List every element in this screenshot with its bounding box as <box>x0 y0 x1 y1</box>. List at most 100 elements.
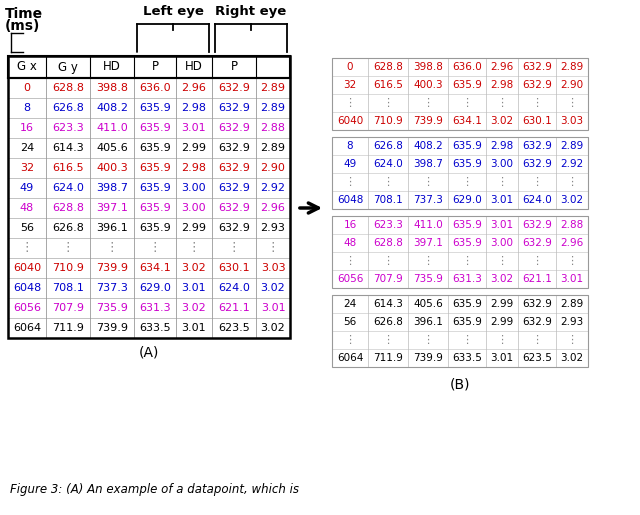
Text: 2.99: 2.99 <box>490 299 514 309</box>
Text: 411.0: 411.0 <box>413 220 443 230</box>
Text: ⋮: ⋮ <box>531 335 543 345</box>
Text: ⋮: ⋮ <box>497 256 508 266</box>
Text: 398.8: 398.8 <box>96 83 128 93</box>
Text: 735.9: 735.9 <box>96 303 128 313</box>
Text: 635.9: 635.9 <box>139 223 171 233</box>
Bar <box>332 173 588 191</box>
Text: 3.02: 3.02 <box>182 303 206 313</box>
Text: 629.0: 629.0 <box>139 283 171 293</box>
Bar <box>8 56 290 78</box>
Text: 635.9: 635.9 <box>139 163 171 173</box>
Text: ⋮: ⋮ <box>461 256 472 266</box>
Text: 635.9: 635.9 <box>139 203 171 213</box>
Text: 711.9: 711.9 <box>52 323 84 333</box>
Text: 32: 32 <box>344 80 356 90</box>
Text: 632.9: 632.9 <box>218 203 250 213</box>
Text: ⋮: ⋮ <box>383 335 394 345</box>
Bar <box>8 78 290 98</box>
Text: 632.9: 632.9 <box>218 183 250 193</box>
Text: 628.8: 628.8 <box>52 83 84 93</box>
Text: 635.9: 635.9 <box>139 103 171 113</box>
Text: 624.0: 624.0 <box>218 283 250 293</box>
Text: 628.8: 628.8 <box>373 238 403 248</box>
Text: 635.9: 635.9 <box>139 123 171 133</box>
Bar <box>332 270 588 288</box>
Text: 616.5: 616.5 <box>373 80 403 90</box>
Text: 2.92: 2.92 <box>260 183 285 193</box>
Text: 24: 24 <box>20 143 34 153</box>
Text: ⋮: ⋮ <box>422 177 433 187</box>
Bar <box>8 218 290 238</box>
Text: ⋮: ⋮ <box>148 242 161 254</box>
Text: 633.5: 633.5 <box>452 353 482 363</box>
Text: ⋮: ⋮ <box>106 242 118 254</box>
Text: 632.9: 632.9 <box>522 80 552 90</box>
Text: 2.89: 2.89 <box>260 103 285 113</box>
Text: 3.01: 3.01 <box>490 195 513 205</box>
Text: 6048: 6048 <box>13 283 41 293</box>
Text: ⋮: ⋮ <box>461 177 472 187</box>
Text: 3.02: 3.02 <box>260 323 285 333</box>
Text: 2.88: 2.88 <box>260 123 285 133</box>
Text: 632.9: 632.9 <box>522 317 552 327</box>
Bar <box>8 98 290 118</box>
Text: 739.9: 739.9 <box>413 116 443 126</box>
Text: 6064: 6064 <box>337 353 363 363</box>
Text: 3.00: 3.00 <box>490 238 513 248</box>
Text: 405.6: 405.6 <box>96 143 128 153</box>
Text: 3.00: 3.00 <box>490 159 513 169</box>
Bar <box>332 295 588 313</box>
Text: 49: 49 <box>20 183 34 193</box>
Text: 6040: 6040 <box>13 263 41 273</box>
Bar <box>332 331 588 349</box>
Bar <box>8 238 290 258</box>
Text: 3.02: 3.02 <box>561 353 584 363</box>
Bar <box>332 313 588 331</box>
Text: 16: 16 <box>20 123 34 133</box>
Text: 633.5: 633.5 <box>139 323 171 333</box>
Text: ⋮: ⋮ <box>383 177 394 187</box>
Bar <box>332 58 588 130</box>
Text: 631.3: 631.3 <box>139 303 171 313</box>
Text: 614.3: 614.3 <box>373 299 403 309</box>
Text: 737.3: 737.3 <box>413 195 443 205</box>
Text: ⋮: ⋮ <box>344 335 356 345</box>
Bar <box>332 216 588 288</box>
Bar <box>8 178 290 198</box>
Text: 3.01: 3.01 <box>182 123 206 133</box>
Text: 2.96: 2.96 <box>182 83 207 93</box>
Text: 2.89: 2.89 <box>561 299 584 309</box>
Bar <box>332 76 588 94</box>
Bar <box>332 58 588 76</box>
Text: 737.3: 737.3 <box>96 283 128 293</box>
Text: P: P <box>152 60 159 74</box>
Text: 2.98: 2.98 <box>182 163 207 173</box>
Text: 632.9: 632.9 <box>522 159 552 169</box>
Text: 2.89: 2.89 <box>260 83 285 93</box>
Text: 623.3: 623.3 <box>52 123 84 133</box>
Text: ⋮: ⋮ <box>461 98 472 108</box>
Bar <box>8 138 290 158</box>
Text: 2.92: 2.92 <box>561 159 584 169</box>
Text: 16: 16 <box>344 220 356 230</box>
Text: ⋮: ⋮ <box>422 256 433 266</box>
Text: 396.1: 396.1 <box>96 223 128 233</box>
Text: (ms): (ms) <box>5 19 40 33</box>
Text: 6064: 6064 <box>13 323 41 333</box>
Text: 6048: 6048 <box>337 195 363 205</box>
Text: 2.96: 2.96 <box>561 238 584 248</box>
Text: ⋮: ⋮ <box>267 242 279 254</box>
Text: ⋮: ⋮ <box>344 256 356 266</box>
Text: 56: 56 <box>20 223 34 233</box>
Text: 2.93: 2.93 <box>260 223 285 233</box>
Text: 398.8: 398.8 <box>413 62 443 72</box>
Text: 623.5: 623.5 <box>522 353 552 363</box>
Text: 635.9: 635.9 <box>452 317 482 327</box>
Text: 398.7: 398.7 <box>413 159 443 169</box>
Text: 2.89: 2.89 <box>561 62 584 72</box>
Text: G y: G y <box>58 60 78 74</box>
Text: 3.00: 3.00 <box>182 183 206 193</box>
Text: 411.0: 411.0 <box>96 123 128 133</box>
Bar <box>332 234 588 252</box>
Text: 707.9: 707.9 <box>52 303 84 313</box>
